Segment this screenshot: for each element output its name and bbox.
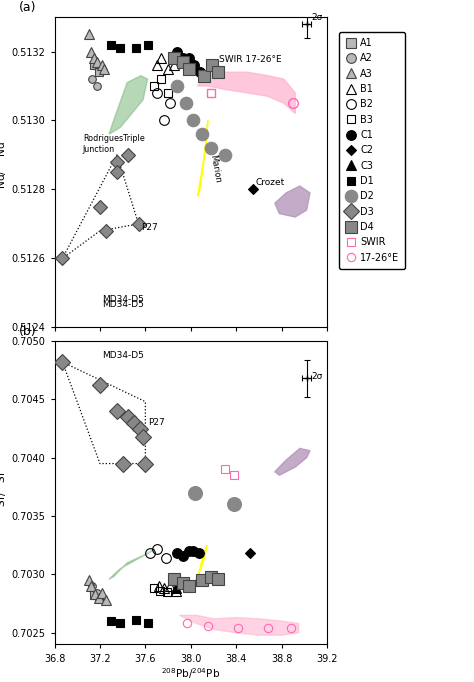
Text: Crozet: Crozet (255, 178, 285, 187)
Text: 2σ: 2σ (311, 372, 322, 381)
Text: MD34-D5: MD34-D5 (102, 295, 144, 304)
Text: RodriguesTriple
Junction: RodriguesTriple Junction (83, 134, 145, 153)
Polygon shape (275, 448, 310, 475)
Polygon shape (180, 615, 299, 635)
Legend: A1, A2, A3, B1, B2, B3, C1, C2, C3, D1, D2, D3, D4, SWIR, 17-26°E: A1, A2, A3, B1, B2, B3, C1, C2, C3, D1, … (339, 32, 405, 269)
Polygon shape (193, 546, 207, 586)
Text: MD34-D5: MD34-D5 (102, 300, 144, 309)
Text: Marion: Marion (209, 154, 222, 183)
Text: (b): (b) (19, 325, 36, 338)
Text: P27: P27 (141, 223, 157, 232)
Y-axis label: $^{143}$Nd/$^{144}$Nd: $^{143}$Nd/$^{144}$Nd (0, 141, 9, 203)
Text: (a): (a) (19, 1, 36, 14)
Text: 2σ: 2σ (311, 12, 322, 22)
Polygon shape (109, 76, 147, 134)
Text: SWIR 17-26°E: SWIR 17-26°E (219, 55, 282, 64)
Y-axis label: $^{87}$Sr/$^{86}$Sr: $^{87}$Sr/$^{86}$Sr (0, 469, 9, 516)
Polygon shape (109, 549, 155, 579)
Polygon shape (198, 121, 208, 196)
Polygon shape (198, 72, 295, 114)
Polygon shape (275, 186, 310, 217)
Text: MD34-D5: MD34-D5 (102, 351, 144, 359)
Text: P27: P27 (147, 418, 164, 427)
X-axis label: $^{208}$Pb/$^{204}$Pb: $^{208}$Pb/$^{204}$Pb (161, 666, 220, 681)
